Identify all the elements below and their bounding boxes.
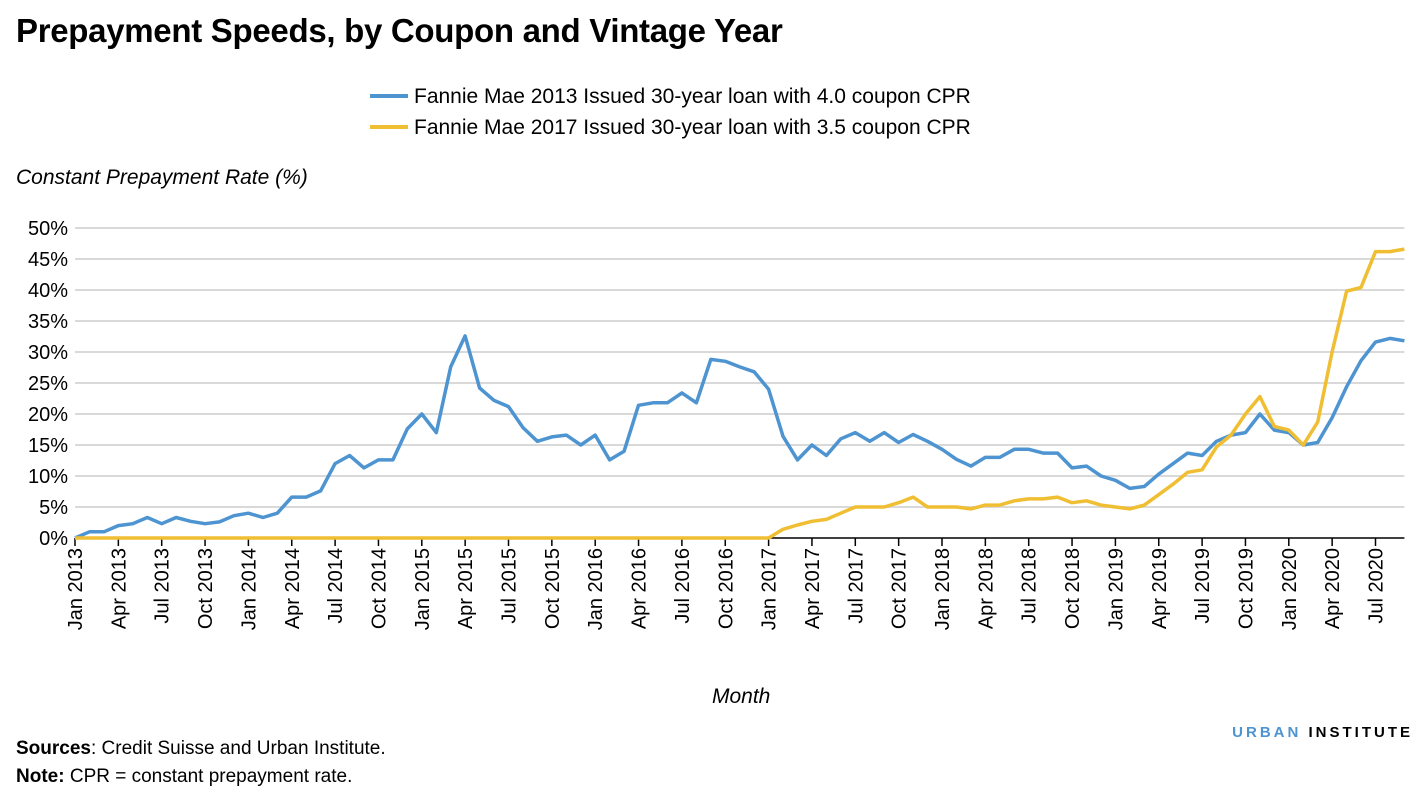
x-tick-label: Oct 2013 — [195, 548, 217, 629]
note-label: Note: — [16, 766, 65, 787]
note-line: Note: CPR = constant prepayment rate. — [16, 766, 352, 788]
x-tick-label: Oct 2018 — [1062, 548, 1084, 629]
x-tick-label: Apr 2015 — [455, 548, 477, 629]
x-tick-label: Apr 2019 — [1149, 548, 1171, 629]
x-tick-label: Jul 2018 — [1019, 548, 1041, 624]
x-tick-label: Jan 2015 — [412, 548, 434, 630]
sources-label: Sources — [16, 738, 91, 759]
x-tick-label: Jul 2013 — [152, 548, 174, 624]
x-tick-label: Jul 2016 — [672, 548, 694, 624]
urban-institute-logo: URBAN INSTITUTE — [1232, 724, 1413, 741]
x-tick-label: Apr 2016 — [629, 548, 651, 629]
x-tick-label: Jan 2017 — [759, 548, 781, 630]
x-tick-label: Oct 2019 — [1235, 548, 1257, 629]
sources-text: : Credit Suisse and Urban Institute. — [90, 738, 386, 759]
legend-label: Fannie Mae 2017 Issued 30-year loan with… — [414, 116, 971, 139]
y-tick-label: 45% — [28, 249, 68, 271]
y-tick-label: 10% — [28, 466, 68, 488]
x-tick-label: Jan 2016 — [585, 548, 607, 630]
series-line-2 — [75, 247, 1405, 540]
y-tick-label: 30% — [28, 342, 68, 364]
y-tick-label: 40% — [28, 280, 68, 302]
x-tick-label: Oct 2017 — [889, 548, 911, 629]
sources-line: Sources: Credit Suisse and Urban Institu… — [16, 738, 386, 760]
x-tick-label: Oct 2016 — [715, 548, 737, 629]
x-tick-label: Jan 2019 — [1105, 548, 1127, 630]
y-tick-label: 25% — [28, 373, 68, 395]
x-tick-label: Jan 2013 — [65, 548, 87, 630]
x-tick-label: Jul 2019 — [1192, 548, 1214, 624]
x-tick-label: Apr 2013 — [108, 548, 130, 629]
x-tick-label: Apr 2018 — [975, 548, 997, 629]
x-tick-label: Jan 2014 — [238, 548, 260, 630]
series-line-1 — [74, 334, 1405, 540]
x-tick-label: Oct 2014 — [368, 548, 390, 629]
y-axis-title: Constant Prepayment Rate (%) — [16, 166, 308, 189]
x-tick-label: Jan 2020 — [1279, 548, 1301, 630]
chart-title: Prepayment Speeds, by Coupon and Vintage… — [16, 12, 783, 49]
x-tick-label: Apr 2014 — [282, 548, 304, 629]
x-tick-label: Apr 2020 — [1322, 548, 1344, 629]
x-axis-title: Month — [712, 685, 771, 708]
y-tick-label: 5% — [39, 497, 68, 519]
y-tick-label: 20% — [28, 404, 68, 426]
x-tick-label: Jul 2017 — [845, 548, 867, 624]
x-tick-label: Jul 2020 — [1366, 548, 1388, 624]
legend-label: Fannie Mae 2013 Issued 30-year loan with… — [414, 85, 971, 108]
x-tick-label: Oct 2015 — [542, 548, 564, 629]
x-tick-label: Apr 2017 — [802, 548, 824, 629]
y-tick-label: 35% — [28, 311, 68, 333]
y-tick-label: 15% — [28, 435, 68, 457]
x-tick-label: Jul 2015 — [499, 548, 521, 624]
y-tick-label: 50% — [28, 218, 68, 240]
x-tick-label: Jan 2018 — [932, 548, 954, 630]
note-text: CPR = constant prepayment rate. — [64, 766, 353, 787]
x-tick-label: Jul 2014 — [325, 548, 347, 624]
y-tick-label: 0% — [39, 528, 68, 550]
